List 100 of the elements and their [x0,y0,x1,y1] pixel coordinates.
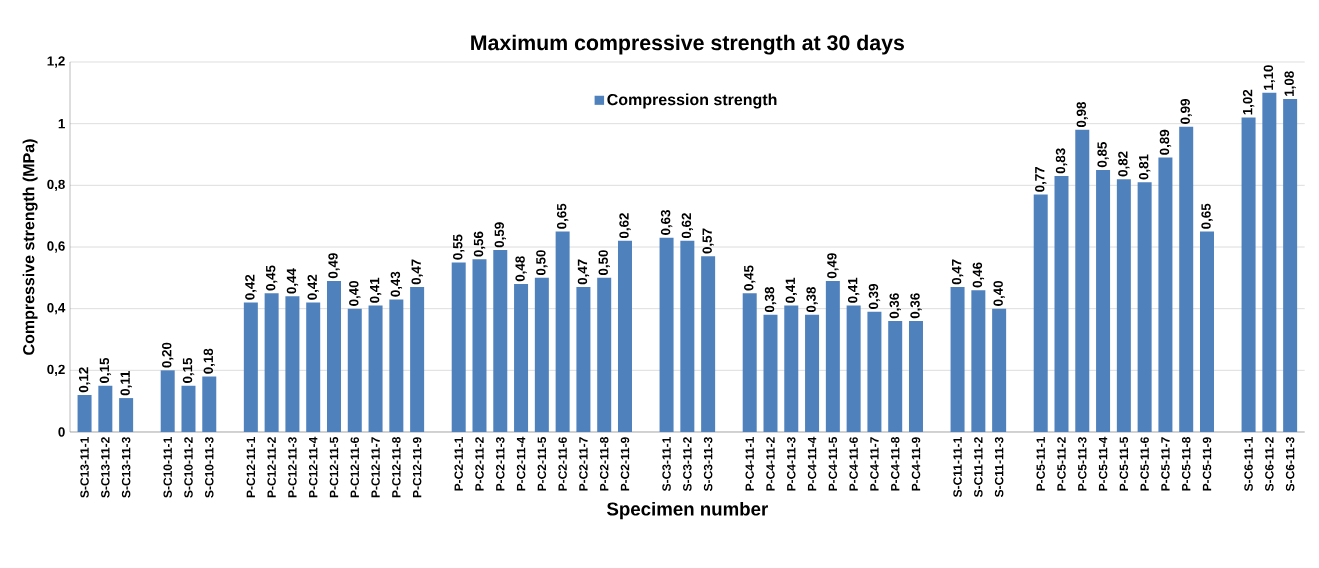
bar [77,395,92,432]
data-label: 0,11 [120,370,132,396]
data-label: 0,50 [598,250,610,276]
y-tick-label: 0 [58,427,65,437]
data-label: 0,81 [1138,154,1151,180]
x-tick-label: S-C11-11-1 [953,437,962,498]
data-label: 0,36 [910,293,922,319]
x-tick-label: S-C10-11-3 [205,437,214,498]
data-label: 1,02 [1242,89,1255,115]
data-label: 0,41 [847,277,860,303]
data-label: 0,38 [806,287,818,313]
bar [160,370,175,432]
bar [784,305,799,432]
x-tick-label: P-C12-11-9 [412,437,422,498]
bar [805,314,820,432]
x-tick-label: P-C2-11-9 [620,437,630,491]
data-label: 0,12 [78,367,91,393]
bar [825,280,840,432]
data-label: 0,40 [993,280,1005,306]
bar [742,293,757,432]
x-tick-label: P-C5-11-3 [1078,437,1087,491]
bar [763,314,778,432]
bar [908,321,923,432]
data-label: 0,65 [1201,203,1213,229]
data-label: 0,39 [868,284,881,309]
legend-label: Compression strength [607,93,777,109]
data-label: 0,47 [951,259,964,285]
data-label: 0,41 [369,277,382,303]
x-tick-label: P-C4-11-1 [745,437,754,491]
x-tick-label: P-C12-11-7 [371,437,380,498]
x-tick-label: S-C6-11-3 [1285,437,1295,492]
data-label: 1,08 [1284,71,1296,96]
data-label: 0,62 [681,213,694,239]
bar [971,290,986,432]
data-label: 0,57 [702,228,714,254]
data-label: 0,46 [972,262,985,288]
data-label: 0,47 [577,259,590,285]
y-tick-label: 1 [58,119,65,129]
bar [410,287,425,432]
data-label: 1,10 [1263,65,1276,90]
x-tick-label: S-C3-11-2 [683,437,692,492]
y-axis-title: Compressive strength (MPa) [22,139,38,355]
bar [846,305,861,432]
bar [493,250,508,432]
x-tick-label: P-C4-11-2 [766,437,775,491]
bar [285,296,300,432]
x-tick-label: P-C2-11-2 [475,437,484,491]
x-tick-label: P-C2-11-6 [558,437,567,491]
bar [534,277,549,432]
x-tick-label: P-C4-11-6 [849,437,858,491]
data-label: 0,99 [1180,99,1192,124]
x-tick-label: P-C2-11-4 [516,436,526,491]
bar [472,259,487,432]
bar [514,284,529,432]
x-tick-label: S-C13-11-2 [101,437,110,498]
data-label: 0,82 [1118,151,1130,177]
data-label: 0,42 [245,274,257,300]
x-tick-label: P-C2-11-8 [599,437,609,491]
x-tick-label: P-C2-11-7 [579,437,588,491]
data-label: 0,65 [556,203,569,229]
y-tick-label: 0,2 [47,364,65,377]
bar [98,385,113,432]
bar [617,240,632,432]
data-label: 0,89 [1159,129,1172,155]
x-tick-label: P-C12-11-6 [350,437,360,498]
bar [680,240,695,432]
bar [119,398,134,432]
bar [1075,129,1090,432]
data-label: 0,15 [182,357,195,383]
bar [202,376,217,432]
x-tick-label: S-C13-11-3 [121,437,131,498]
bar [597,277,612,432]
x-tick-label: P-C4-11-4 [807,436,817,491]
data-label: 0,15 [99,357,112,383]
data-label: 0,45 [744,265,756,291]
x-tick-label: P-C12-11-2 [267,437,276,498]
x-tick-label: P-C5-11-8 [1181,437,1191,491]
data-label: 0,83 [1055,148,1068,174]
data-label: 0,43 [390,271,403,297]
bar [451,262,466,432]
x-tick-label: P-C5-11-7 [1161,437,1170,491]
bar [1137,182,1152,432]
data-label: 0,45 [265,265,278,291]
x-tick-label: S-C11-11-2 [974,437,983,498]
bar [264,293,279,432]
x-tick-label: S-C13-11-1 [80,437,89,498]
x-tick-label: P-C5-11-1 [1036,437,1045,491]
bar [1241,117,1256,432]
data-label: 0,41 [785,277,797,303]
data-label: 0,42 [307,274,319,300]
chart-title: Maximum compressive strength at 30 days [471,34,904,55]
y-tick-label: 0,4 [47,302,66,315]
bar [1116,179,1131,432]
data-label: 0,62 [619,213,631,239]
data-label: 0,36 [889,293,901,319]
data-label: 0,59 [494,222,506,248]
bar [701,256,716,432]
x-axis-title: Specimen number [606,501,768,520]
data-label: 0,48 [515,256,527,282]
x-tick-label: P-C4-11-5 [828,437,838,491]
